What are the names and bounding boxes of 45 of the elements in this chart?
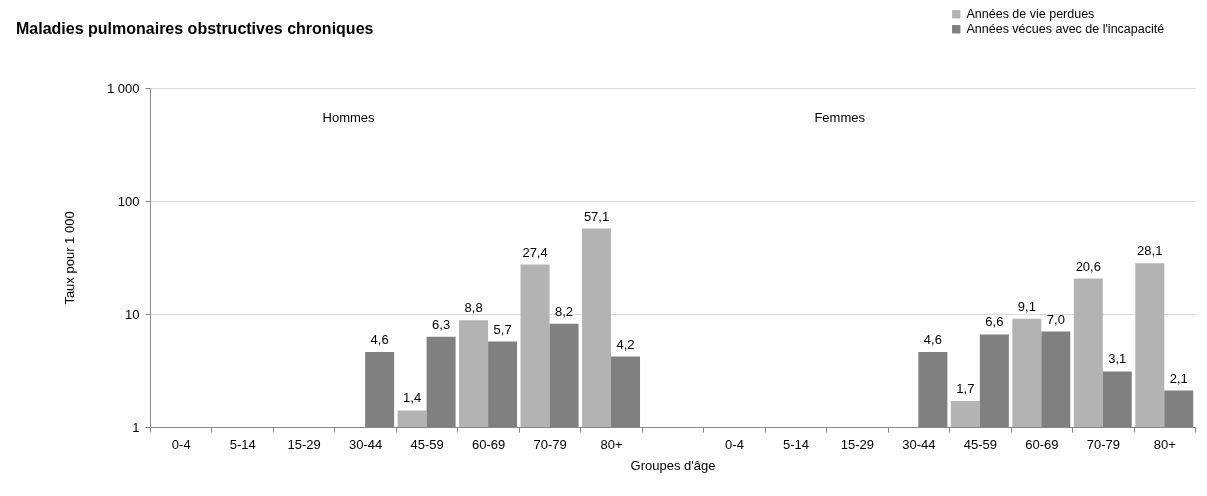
data-label: 4,6 xyxy=(370,332,389,348)
x-tick-label: 15-29 xyxy=(840,436,875,452)
data-label: 57,1 xyxy=(583,208,610,224)
y-axis-title: Taux pour 1 000 xyxy=(61,211,77,305)
data-label: 28,1 xyxy=(1137,243,1163,259)
legend-label: Années vécues avec de l'incapacité xyxy=(966,22,1165,37)
data-label: 3,1 xyxy=(1108,351,1127,367)
x-tick-label: 80+ xyxy=(1153,436,1176,452)
x-tick-label: 15-29 xyxy=(287,436,321,452)
y-tick-label: 1 000 xyxy=(106,80,140,96)
data-label: 20,6 xyxy=(1075,258,1101,274)
data-label: 4,6 xyxy=(923,332,942,348)
x-tick-label: 60-69 xyxy=(471,436,506,452)
data-label: 6,3 xyxy=(432,316,451,332)
x-tick-label: 45-59 xyxy=(963,436,997,452)
x-tick-label: 5-14 xyxy=(229,436,256,452)
data-label: 1,7 xyxy=(956,380,975,396)
y-tick-label: 1 xyxy=(132,419,140,435)
x-tick-label: 70-79 xyxy=(1086,436,1120,452)
annotation: Hommes xyxy=(322,110,376,125)
y-tick-label: 10 xyxy=(125,306,140,322)
x-tick-label: 30-44 xyxy=(349,436,383,452)
data-label: 27,4 xyxy=(522,244,548,260)
data-label: 1,4 xyxy=(403,390,422,406)
annotation: Femmes xyxy=(814,110,866,125)
data-label: 8,2 xyxy=(555,303,574,319)
x-tick-label: 0-4 xyxy=(725,436,744,452)
x-tick-label: 30-44 xyxy=(902,436,936,452)
x-tick-label: 5-14 xyxy=(782,436,809,452)
data-label: 9,1 xyxy=(1017,298,1036,314)
x-tick-label: 45-59 xyxy=(410,436,444,452)
data-label: 7,0 xyxy=(1046,311,1065,327)
x-tick-label: 0-4 xyxy=(171,436,191,452)
data-label: 6,6 xyxy=(985,314,1004,330)
x-tick-label: 70-79 xyxy=(533,436,567,452)
x-tick-label: 80+ xyxy=(600,436,623,452)
y-tick-label: 100 xyxy=(117,193,140,209)
chart-title: Maladies pulmonaires obstructives chroniques xyxy=(16,20,374,37)
data-label: 2,1 xyxy=(1169,370,1188,386)
data-label: 8,8 xyxy=(464,300,483,316)
data-label: 5,7 xyxy=(493,321,512,337)
legend-label: Années de vie perdues xyxy=(966,7,1095,22)
x-tick-label: 60-69 xyxy=(1025,436,1059,452)
data-label: 4,2 xyxy=(616,336,635,352)
x-axis-title: Groupes d'âge xyxy=(630,457,716,473)
